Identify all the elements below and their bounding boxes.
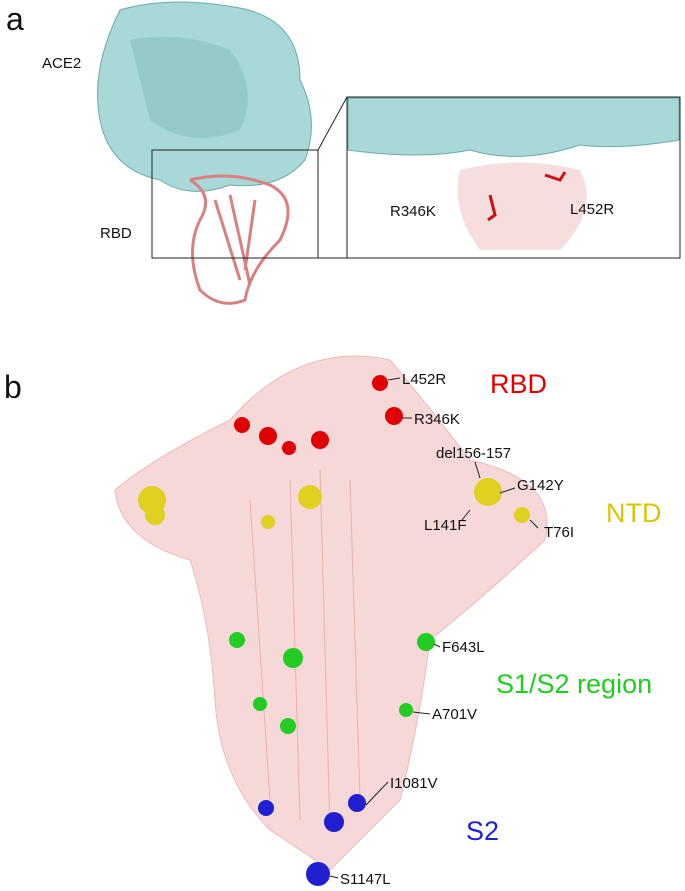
- ace2-surface: [97, 1, 312, 192]
- mutation-label: S1147L: [340, 871, 391, 886]
- mutation-label: L452R: [402, 371, 446, 388]
- mutation-label: T76I: [544, 524, 574, 541]
- zoom-connector: [317, 96, 348, 151]
- mutation-label: L141F: [424, 517, 467, 534]
- mutation-label: F643L: [442, 639, 485, 656]
- zoom-box: [151, 149, 319, 259]
- inset-residues: [487, 171, 567, 222]
- region-label: S2: [466, 816, 499, 846]
- mutation-label: del156-157: [436, 445, 511, 462]
- region-label: NTD: [606, 498, 662, 528]
- mutation-label: L452R: [570, 201, 614, 218]
- region-label: S1/S2 region: [496, 669, 652, 699]
- mutation-label: I1081V: [390, 775, 438, 792]
- mutation-label: R346K: [390, 203, 436, 220]
- inset-ace2: [347, 97, 680, 157]
- spike-structure: [114, 355, 548, 871]
- leader-lines: [329, 377, 539, 879]
- region-label: RBD: [490, 369, 547, 399]
- rbd-ribbon: [189, 174, 290, 305]
- domain-label: RBD: [100, 225, 132, 242]
- mutation-label: R346K: [414, 411, 460, 428]
- panel-label: b: [4, 369, 22, 405]
- mutation-label: G142Y: [517, 477, 564, 494]
- protein-label: ACE2: [42, 55, 81, 72]
- inset-rbd: [457, 162, 587, 250]
- mutation-label: A701V: [432, 706, 477, 723]
- residue-spheres: [138, 375, 530, 886]
- panel-label: a: [6, 1, 24, 37]
